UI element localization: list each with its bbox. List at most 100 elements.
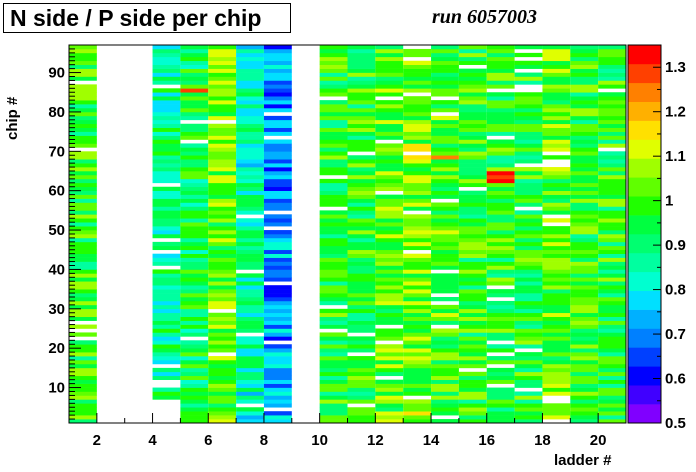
- heatmap-cell: [570, 135, 599, 140]
- heatmap-cell: [69, 64, 97, 69]
- heatmap-cell: [319, 265, 348, 270]
- heatmap-cell: [69, 316, 97, 321]
- heatmap-cell: [180, 167, 209, 172]
- color-scale-bin: [628, 82, 661, 102]
- heatmap-cell: [208, 174, 237, 180]
- heatmap-cell: [514, 332, 543, 337]
- heatmap-cell: [598, 316, 626, 321]
- heatmap-cell: [319, 375, 348, 380]
- heatmap-cell: [375, 108, 404, 113]
- heatmap-cell: [431, 143, 459, 148]
- heatmap-cell: [514, 285, 543, 290]
- heatmap-cell: [431, 178, 459, 184]
- heatmap-cell: [486, 190, 515, 195]
- heatmap-cell: [542, 127, 571, 132]
- heatmap-cell: [319, 344, 348, 349]
- color-scale-bin: [628, 158, 661, 178]
- y-tick-label: 90: [48, 65, 65, 82]
- heatmap-cell: [208, 245, 237, 251]
- heatmap-cell: [403, 143, 432, 148]
- heatmap-cell: [514, 367, 543, 373]
- heatmap-cell: [208, 186, 237, 191]
- heatmap-cell: [152, 80, 181, 85]
- heatmap-cell: [403, 174, 432, 180]
- heatmap-cell: [514, 304, 543, 310]
- heatmap-cell: [570, 312, 599, 317]
- heatmap-cell: [152, 210, 181, 215]
- heatmap-cell: [598, 104, 626, 109]
- heatmap-cell: [263, 328, 292, 333]
- heatmap-cell: [570, 96, 599, 101]
- heatmap-cell: [403, 48, 432, 54]
- heatmap-cell: [152, 336, 181, 341]
- heatmap-cell: [458, 273, 487, 278]
- heatmap-cell: [598, 76, 626, 81]
- heatmap-cell: [347, 312, 376, 317]
- heatmap-cell: [347, 300, 376, 306]
- heatmap-cell: [542, 304, 571, 310]
- heatmap-cell: [458, 111, 487, 117]
- heatmap-cell: [431, 64, 459, 69]
- heatmap-cell: [236, 419, 264, 424]
- heatmap-cell: [263, 119, 292, 125]
- heatmap-cell: [69, 391, 97, 396]
- heatmap-cell: [319, 202, 348, 207]
- heatmap-cell: [514, 241, 543, 247]
- heatmap-cell: [152, 356, 181, 361]
- heatmap-cell: [236, 312, 264, 317]
- heatmap-cell: [514, 167, 543, 172]
- heatmap-cell: [152, 222, 181, 227]
- heatmap-cell: [375, 115, 404, 121]
- heatmap-cell: [458, 76, 487, 81]
- heatmap-cell: [69, 143, 97, 148]
- heatmap-cell: [375, 182, 404, 188]
- heatmap-cell: [208, 336, 237, 341]
- heatmap-cell: [319, 363, 348, 369]
- heatmap-cell: [570, 328, 599, 333]
- heatmap-cell: [236, 360, 264, 365]
- heatmap-cell: [542, 108, 571, 113]
- heatmap-cell: [542, 48, 571, 54]
- heatmap-cell: [458, 344, 487, 349]
- heatmap-cell: [431, 167, 459, 172]
- heatmap-cell: [570, 403, 599, 408]
- heatmap-cell: [598, 297, 626, 302]
- heatmap-cell: [263, 383, 292, 388]
- heatmap-cell: [570, 245, 599, 251]
- heatmap-cell: [152, 45, 181, 50]
- heatmap-cell: [375, 80, 404, 85]
- heatmap-cell: [208, 143, 237, 148]
- heatmap-cell: [486, 111, 515, 117]
- heatmap-cell: [403, 190, 432, 195]
- heatmap-cell: [236, 84, 264, 89]
- heatmap-cell: [69, 84, 97, 89]
- heatmap-cell: [152, 245, 181, 251]
- heatmap-cell: [152, 127, 181, 132]
- heatmap-cell: [152, 285, 181, 290]
- heatmap-cell: [69, 352, 97, 357]
- heatmap-cell: [598, 261, 626, 266]
- heatmap-cell: [236, 352, 264, 357]
- heatmap-cell: [375, 312, 404, 317]
- heatmap-cell: [319, 277, 348, 282]
- heatmap-cell: [514, 340, 543, 345]
- heatmap-cell: [570, 182, 599, 188]
- heatmap-cell: [319, 64, 348, 69]
- heatmap-cell: [208, 108, 237, 113]
- heatmap-cell: [236, 257, 264, 262]
- heatmap-cell: [486, 324, 515, 329]
- heatmap-cell: [208, 84, 237, 89]
- color-scale-label: 1.3: [665, 59, 686, 76]
- heatmap-cell: [570, 194, 599, 199]
- heatmap-cell: [347, 281, 376, 286]
- heatmap-cell: [69, 277, 97, 282]
- y-tick-label: 50: [48, 222, 65, 239]
- heatmap-cell: [180, 293, 209, 298]
- heatmap-cell: [180, 64, 209, 69]
- x-axis: 2 4 6 8 10 12 14 16 18 20: [68, 413, 627, 449]
- heatmap-cell: [514, 419, 543, 424]
- y-tick-label: 60: [48, 183, 65, 200]
- heatmap-cell: [236, 52, 264, 58]
- heatmap-cell: [514, 178, 543, 184]
- heatmap-cell: [208, 56, 237, 62]
